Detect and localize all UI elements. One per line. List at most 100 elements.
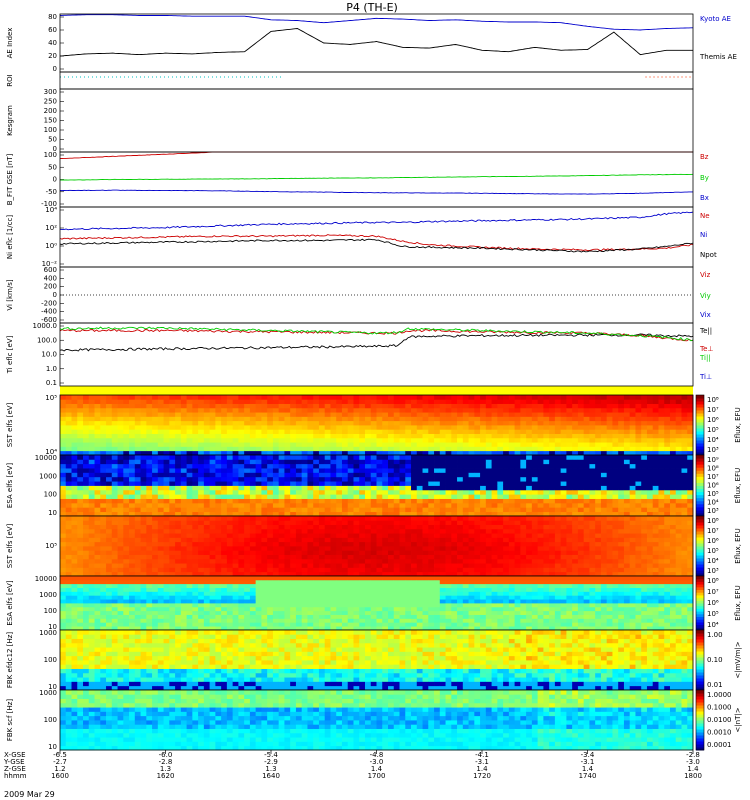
heatmap-cell [543, 516, 550, 521]
heatmap-cell [549, 463, 556, 469]
heatmap-cell [295, 541, 303, 547]
heatmap-cell [324, 442, 331, 447]
heatmap-cell [192, 498, 199, 504]
heatmap-cell [284, 420, 291, 426]
heatmap-cell [388, 511, 395, 517]
heatmap-cell [635, 550, 642, 555]
heatmap-cell [88, 546, 95, 551]
heatmap-cell [612, 507, 619, 513]
heatmap-cell [330, 558, 337, 564]
heatmap-cell [508, 450, 515, 456]
heatmap-cell [341, 567, 349, 573]
heatmap-cell [226, 563, 234, 568]
heatmap-cell [589, 455, 596, 460]
ytick-label: 200 [44, 107, 57, 115]
heatmap-cell [411, 550, 418, 555]
heatmap-cell [589, 507, 596, 513]
heatmap-cell [577, 403, 585, 409]
heatmap-cell [566, 511, 573, 517]
heatmap-cell [117, 446, 124, 452]
heatmap-cell [549, 528, 556, 534]
heatmap-cell [77, 442, 84, 447]
heatmap-cell [595, 481, 602, 486]
heatmap-cell [71, 591, 78, 596]
heatmap-cell [485, 472, 492, 478]
heatmap-cell [641, 450, 648, 456]
ytick-label: 10⁵ [45, 542, 57, 550]
heatmap-cell [382, 395, 389, 400]
heatmap-cell [106, 533, 113, 538]
heatmap-cell [359, 429, 366, 434]
heatmap-cell [600, 494, 608, 499]
heatmap-cell [226, 558, 234, 564]
heatmap-cell [399, 412, 406, 417]
heatmap-cell [681, 489, 688, 495]
heatmap-cell [439, 442, 446, 447]
heatmap-cell [83, 403, 90, 409]
heatmap-cell [157, 533, 164, 538]
heatmap-cell [88, 446, 95, 452]
panel-ylabel: ROI [6, 74, 14, 86]
heatmap-cell [641, 433, 648, 439]
heatmap-cell [307, 485, 314, 491]
heatmap-cell [249, 494, 257, 499]
series-line-bx [59, 189, 693, 195]
heatmap-cell [503, 399, 510, 404]
heatmap-cell [376, 476, 383, 482]
heatmap-cell [411, 433, 418, 439]
heatmap-cell [65, 450, 72, 456]
heatmap-cell [249, 550, 257, 555]
heatmap-cell [117, 395, 124, 400]
heatmap-cell [290, 399, 297, 404]
heatmap-cell [416, 472, 423, 478]
heatmap-cell [134, 533, 141, 538]
heatmap-cell [549, 481, 556, 486]
heatmap-cell [295, 450, 303, 456]
heatmap-cell [451, 463, 458, 469]
heatmap-cell [359, 498, 366, 504]
heatmap-cell [77, 546, 84, 551]
heatmap-cell [186, 550, 193, 555]
heatmap-cell [111, 502, 118, 508]
heatmap-cell [526, 399, 533, 404]
heatmap-cell [675, 433, 682, 439]
heatmap-cell [123, 563, 130, 568]
heatmap-cell [318, 502, 326, 508]
heatmap-cell [370, 558, 377, 564]
heatmap-cell [226, 429, 234, 434]
heatmap-cell [537, 537, 544, 543]
heatmap-cell [388, 476, 395, 482]
heatmap-cell [537, 433, 544, 439]
heatmap-cell [434, 416, 441, 422]
heatmap-cell [451, 537, 458, 543]
heatmap-cell [65, 395, 72, 400]
heatmap-cell [267, 520, 274, 525]
heatmap-cell [382, 511, 389, 517]
heatmap-cell [480, 425, 487, 430]
heatmap-cell [664, 412, 671, 417]
heatmap-cell [491, 541, 498, 547]
heatmap-cell [175, 533, 182, 538]
heatmap-cell [146, 459, 153, 465]
heatmap-cell [376, 489, 383, 495]
heatmap-cell [641, 489, 648, 495]
heatmap-cell [526, 395, 533, 400]
heatmap-cell [272, 476, 280, 482]
heatmap-cell [134, 481, 141, 486]
heatmap-cell [566, 429, 573, 434]
heatmap-cell [100, 614, 107, 619]
heatmap-cell [330, 563, 337, 568]
heatmap-cell [566, 407, 573, 413]
heatmap-cell [669, 472, 677, 478]
heatmap-cell [307, 481, 314, 486]
heatmap-cell [376, 507, 383, 513]
heatmap-cell [318, 533, 326, 538]
heatmap-cell [405, 403, 412, 409]
ytick-label: 60 [48, 26, 57, 34]
ytick-label: 80 [48, 13, 57, 21]
heatmap-cell [203, 507, 211, 513]
heatmap-cell [83, 606, 90, 612]
heatmap-cell [560, 567, 567, 573]
heatmap-cell [497, 554, 504, 560]
heatmap-cell [359, 459, 366, 465]
